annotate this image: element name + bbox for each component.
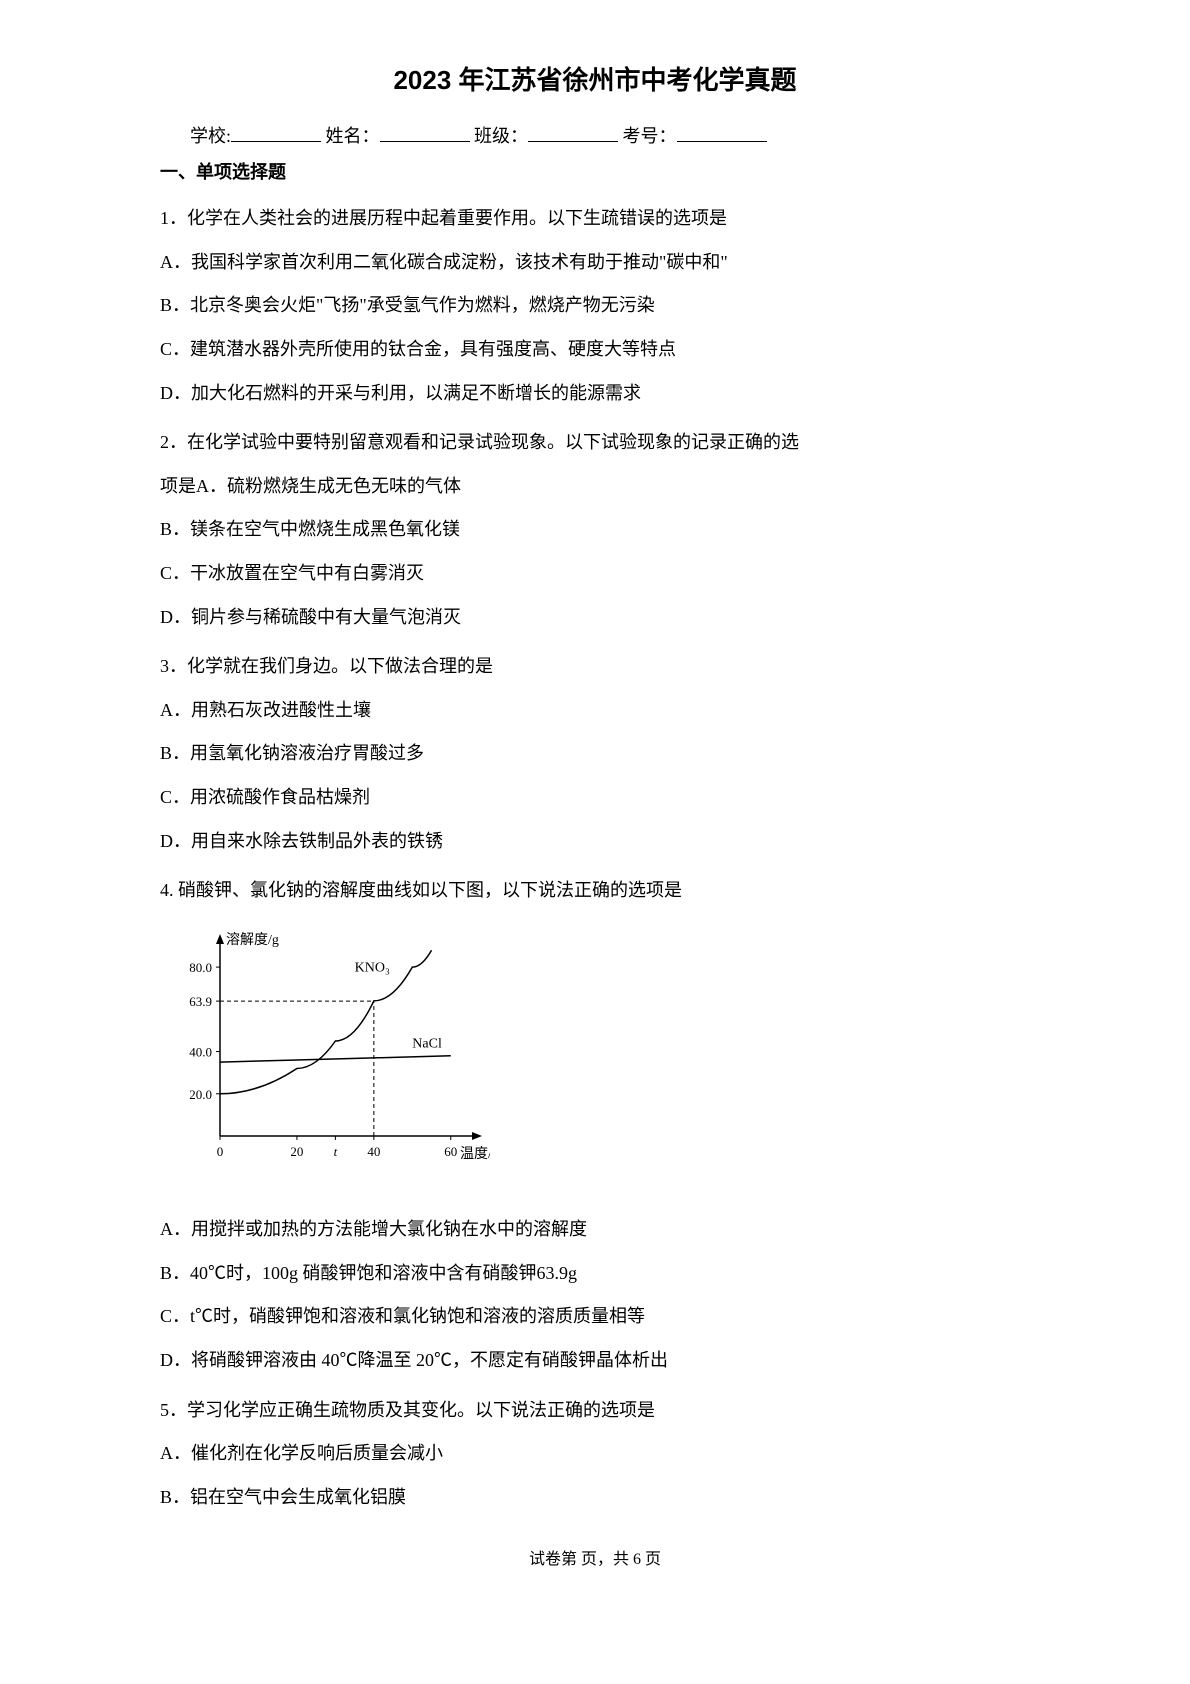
q1-option-d: D．加大化石燃料的开采与利用，以满足不断增长的能源需求 [160, 374, 1030, 414]
q1-stem: 1．化学在人类社会的进展历程中起着重要作用。以下生疏错误的选项是 [160, 199, 1030, 239]
question-1: 1．化学在人类社会的进展历程中起着重要作用。以下生疏错误的选项是 A．我国科学家… [160, 199, 1030, 413]
question-4: 4. 硝酸钾、氯化钠的溶解度曲线如以下图，以下说法正确的选项是 溶解度/g 温度/… [160, 871, 1030, 1381]
question-2: 2．在化学试验中要特别留意观看和记录试验现象。以下试验现象的记录正确的选 项是A… [160, 423, 1030, 637]
svg-text:63.9: 63.9 [189, 994, 212, 1009]
section-1-header: 一、单项选择题 [160, 158, 1030, 187]
svg-text:20.0: 20.0 [189, 1086, 212, 1101]
svg-text:40.0: 40.0 [189, 1044, 212, 1059]
q5-option-b: B．铝在空气中会生成氧化铝膜 [160, 1478, 1030, 1518]
chart-svg: 溶解度/g 温度/℃ 20.0 40.0 63.9 80.0 0 20 t 40 60 KNO₃ NaC… [170, 926, 490, 1176]
q4-option-d: D．将硝酸钾溶液由 40℃降温至 20℃，不愿定有硝酸钾晶体析出 [160, 1341, 1030, 1381]
q3-option-d: D．用自来水除去铁制品外表的铁锈 [160, 822, 1030, 862]
svg-text:40: 40 [367, 1144, 380, 1159]
q4-option-a: A．用搅拌或加热的方法能增大氯化钠在水中的溶解度 [160, 1210, 1030, 1250]
name-label: 姓名： [326, 126, 380, 146]
q5-option-a: A．催化剂在化学反响后质量会减小 [160, 1434, 1030, 1474]
examno-label: 考号： [623, 126, 677, 146]
svg-text:溶解度/g: 溶解度/g [226, 932, 279, 948]
svg-text:NaCl: NaCl [412, 1036, 442, 1051]
class-blank[interactable] [528, 124, 618, 142]
q2-option-c: C．干冰放置在空气中有白雾消灭 [160, 554, 1030, 594]
svg-text:KNO₃: KNO₃ [355, 960, 390, 975]
svg-text:80.0: 80.0 [189, 960, 212, 975]
svg-text:0: 0 [217, 1144, 224, 1159]
q1-option-c: C．建筑潜水器外壳所使用的钛合金，具有强度高、硬度大等特点 [160, 330, 1030, 370]
q4-option-b: B．40℃时，100g 硝酸钾饱和溶液中含有硝酸钾63.9g [160, 1254, 1030, 1294]
q5-stem: 5．学习化学应正确生疏物质及其变化。以下说法正确的选项是 [160, 1391, 1030, 1431]
q2-option-d: D．铜片参与稀硫酸中有大量气泡消灭 [160, 598, 1030, 638]
svg-text:20: 20 [290, 1144, 303, 1159]
q4-stem: 4. 硝酸钾、氯化钠的溶解度曲线如以下图，以下说法正确的选项是 [160, 871, 1030, 911]
q2-stem: 2．在化学试验中要特别留意观看和记录试验现象。以下试验现象的记录正确的选 [160, 423, 1030, 463]
class-label: 班级： [474, 126, 528, 146]
school-label: 学校: [190, 126, 231, 146]
solubility-chart: 溶解度/g 温度/℃ 20.0 40.0 63.9 80.0 0 20 t 40 60 KNO₃ NaC… [170, 926, 1030, 1191]
q3-option-a: A．用熟石灰改进酸性土壤 [160, 691, 1030, 731]
svg-text:60: 60 [444, 1144, 457, 1159]
question-5: 5．学习化学应正确生疏物质及其变化。以下说法正确的选项是 A．催化剂在化学反响后… [160, 1391, 1030, 1518]
q1-option-b: B．北京冬奥会火炬"飞扬"承受氢气作为燃料，燃烧产物无污染 [160, 286, 1030, 326]
school-blank[interactable] [231, 124, 321, 142]
q3-option-c: C．用浓硫酸作食品枯燥剂 [160, 778, 1030, 818]
svg-text:温度/℃: 温度/℃ [460, 1146, 490, 1162]
q3-option-b: B．用氢氧化钠溶液治疗胃酸过多 [160, 734, 1030, 774]
q4-option-c: C．t℃时，硝酸钾饱和溶液和氯化钠饱和溶液的溶质质量相等 [160, 1297, 1030, 1337]
student-info-line: 学校: 姓名： 班级： 考号： [160, 122, 1030, 151]
q2-option-b: B．镁条在空气中燃烧生成黑色氧化镁 [160, 510, 1030, 550]
q2-stem2: 项是A．硫粉燃烧生成无色无味的气体 [160, 467, 1030, 507]
page-footer: 试卷第 页，共 6 页 [160, 1547, 1030, 1573]
q3-stem: 3．化学就在我们身边。以下做法合理的是 [160, 647, 1030, 687]
page-title: 2023 年江苏省徐州市中考化学真题 [160, 60, 1030, 102]
question-3: 3．化学就在我们身边。以下做法合理的是 A．用熟石灰改进酸性土壤 B．用氢氧化钠… [160, 647, 1030, 861]
examno-blank[interactable] [677, 124, 767, 142]
svg-text:t: t [334, 1144, 338, 1159]
q1-option-a: A．我国科学家首次利用二氧化碳合成淀粉，该技术有助于推动"碳中和" [160, 243, 1030, 283]
name-blank[interactable] [380, 124, 470, 142]
